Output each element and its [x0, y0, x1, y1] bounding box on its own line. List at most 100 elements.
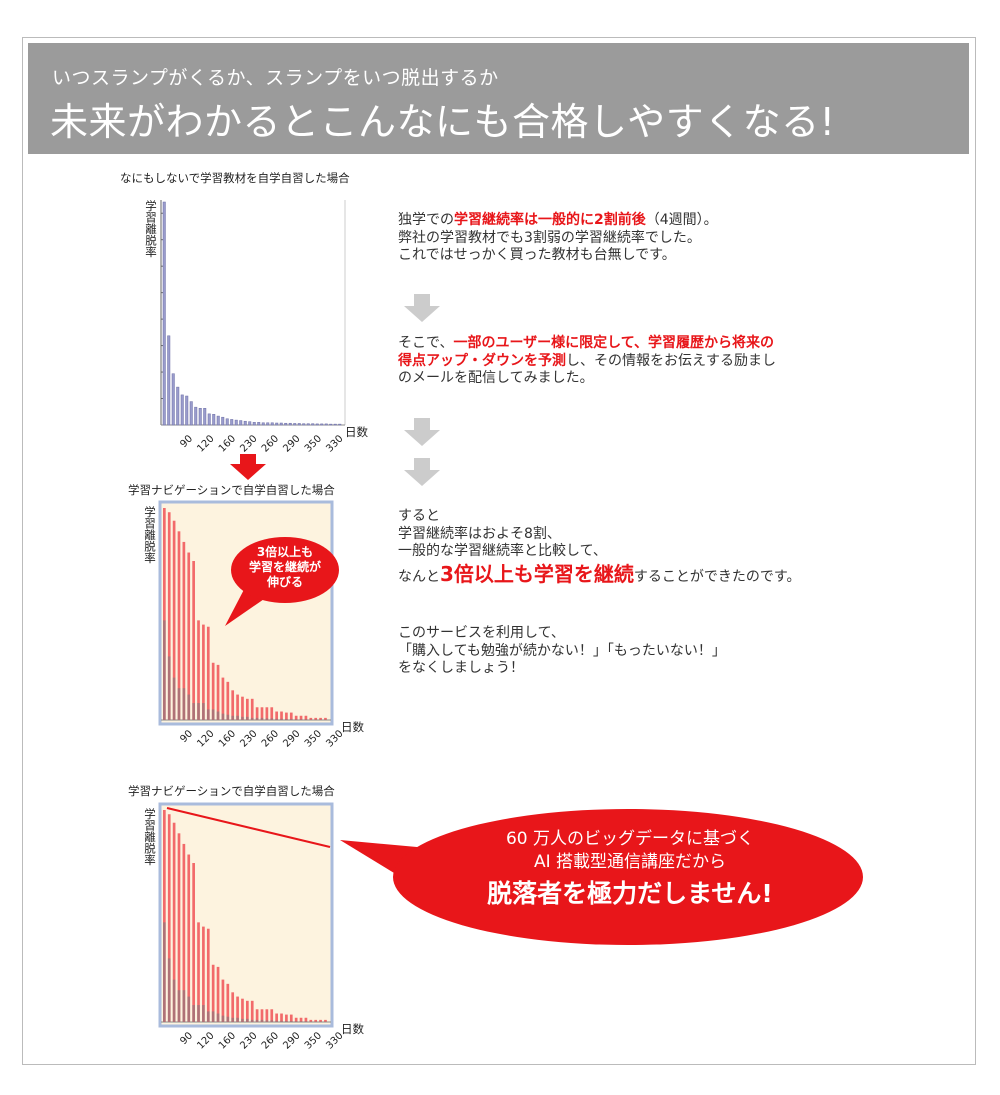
bar	[338, 423, 342, 426]
bar	[177, 688, 181, 720]
bar	[299, 1017, 303, 1022]
text: のメールを配信してみました。	[398, 370, 594, 386]
text: このサービスを利用して、	[398, 625, 565, 641]
x-tick-label: 90	[178, 433, 195, 450]
x-tick-label: 260	[260, 728, 281, 748]
bar	[275, 1020, 278, 1022]
callout-line2: AI 搭載型通信講座だから	[533, 852, 727, 872]
bar	[234, 419, 238, 426]
bar	[206, 626, 210, 720]
bar	[241, 998, 244, 1022]
x-axis-label: 日数	[341, 1022, 364, 1036]
bar	[285, 712, 288, 720]
bar	[226, 983, 230, 1022]
x-tick-label: 90	[178, 1030, 195, 1047]
bar	[236, 1017, 239, 1022]
bar	[285, 1020, 288, 1022]
bar	[177, 531, 181, 720]
bar	[197, 922, 200, 1022]
header-banner: いつスランプがくるか、スランプをいつ脱出するか 未来がわかるとこんなにも合格しや…	[28, 43, 969, 154]
bar	[202, 926, 205, 1022]
bar	[211, 1011, 215, 1022]
red-down-arrow-icon	[230, 454, 266, 480]
bar	[246, 698, 249, 720]
bar	[202, 624, 205, 720]
bar	[280, 1020, 283, 1022]
text: し、その情報をお伝えする励まし	[566, 352, 776, 369]
bar	[270, 718, 274, 720]
bar	[171, 373, 175, 426]
bar	[231, 992, 235, 1022]
trend-line	[166, 807, 331, 848]
bar	[309, 1019, 313, 1022]
bar	[163, 922, 166, 1022]
bar	[216, 711, 220, 720]
x-tick-label: 160	[217, 433, 238, 454]
bar	[260, 1009, 264, 1022]
bar	[255, 707, 259, 720]
bar	[176, 386, 180, 426]
bar	[241, 716, 244, 720]
bar	[187, 694, 191, 720]
bar	[248, 421, 252, 426]
chart3-y-axis-label: 学習離脱率	[143, 808, 157, 866]
bar	[293, 423, 297, 426]
gray-down-arrow-icon	[404, 294, 440, 322]
paragraph-4: このサービスを利用して、 「購入しても勉強が続かない！」「もったいない！」 をな…	[398, 625, 726, 678]
chart1-y-axis-label: 学習離脱率	[144, 200, 158, 258]
x-tick-label: 160	[217, 728, 238, 748]
bar	[319, 717, 322, 720]
bar	[294, 719, 298, 720]
bar	[304, 715, 308, 720]
bar	[289, 1014, 293, 1022]
x-tick-label: 350	[303, 1030, 324, 1050]
chart2-y-axis-label: 学習離脱率	[143, 506, 157, 564]
bar	[162, 201, 166, 426]
bar	[265, 1009, 269, 1022]
bar	[319, 1019, 322, 1022]
chart2-title: 学習ナビゲーションで自学自習した場合	[128, 483, 335, 497]
bar	[206, 1011, 210, 1022]
bar	[177, 990, 181, 1022]
bar	[167, 814, 171, 1022]
x-axis-label: 日数	[345, 425, 368, 439]
bar	[294, 1017, 298, 1022]
bar	[299, 715, 303, 720]
callout-bubble	[340, 809, 863, 945]
callout-line1: 60 万人のビッグデータに基づく	[505, 829, 755, 849]
highlight-text: 3倍以上も学習を継続	[440, 561, 634, 586]
x-tick-label: 160	[217, 1030, 238, 1050]
bar	[250, 1019, 254, 1022]
x-tick-label: 120	[195, 433, 216, 454]
bar	[189, 401, 193, 426]
text: することができたのです。	[633, 568, 801, 585]
bar	[250, 717, 254, 720]
bar	[275, 711, 278, 720]
bar	[288, 422, 292, 426]
bar	[311, 423, 315, 426]
x-tick-label: 260	[260, 1030, 281, 1050]
text: 「購入しても勉強が続かない！」「もったいない！」	[398, 642, 726, 659]
bar	[221, 1015, 225, 1022]
bar	[280, 718, 283, 720]
bar	[246, 1018, 249, 1022]
bar	[289, 1020, 293, 1022]
bar	[180, 394, 184, 426]
bar	[231, 690, 235, 720]
bar	[297, 423, 301, 426]
bar	[187, 552, 191, 720]
bar	[216, 966, 220, 1022]
bar	[275, 1013, 278, 1022]
bar	[315, 423, 319, 426]
bar	[177, 833, 181, 1022]
x-tick-label: 290	[281, 1030, 302, 1050]
bar	[324, 719, 327, 720]
bar	[163, 810, 166, 1022]
bar	[167, 958, 171, 1022]
bar	[197, 1005, 200, 1022]
bar	[203, 408, 207, 426]
bar	[230, 419, 234, 426]
bar	[182, 843, 186, 1022]
